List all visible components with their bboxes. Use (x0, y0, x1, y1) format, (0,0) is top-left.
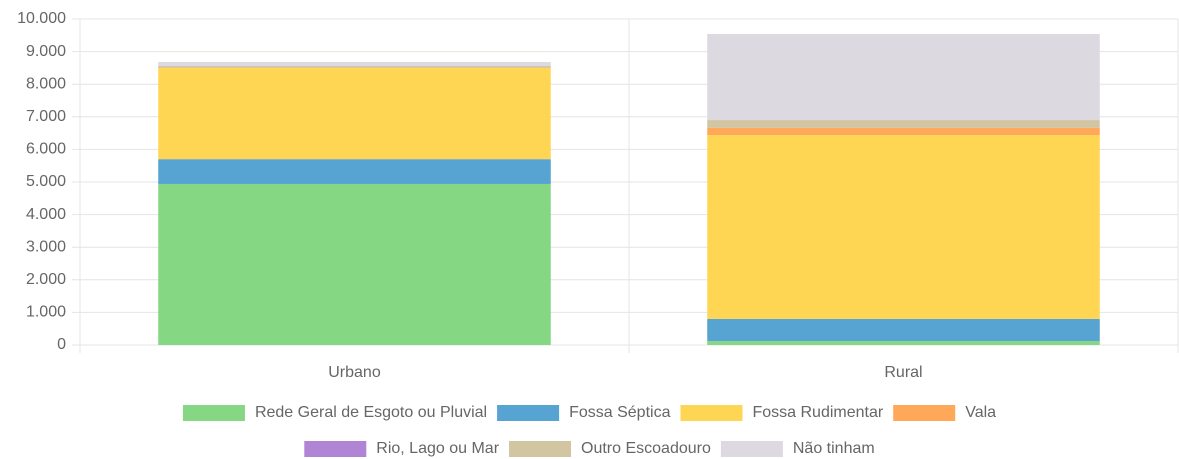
bar-segment (158, 67, 551, 160)
y-tick-label: 4.000 (26, 206, 66, 223)
bar-segment (158, 183, 551, 345)
bar-segment (707, 318, 1100, 342)
bar-segment (158, 159, 551, 184)
bar-segment (707, 33, 1100, 121)
bar-segment (707, 135, 1100, 319)
y-tick-label: 5.000 (26, 173, 66, 190)
bar-segment (707, 120, 1100, 128)
legend-swatch (497, 405, 560, 421)
legend-label: Vala (965, 404, 996, 421)
y-tick-label: 9.000 (26, 43, 66, 60)
legend-swatch (680, 405, 743, 421)
x-tick-label: Rural (884, 364, 922, 381)
legend-label: Fossa Séptica (569, 404, 670, 421)
x-tick-label: Urbano (328, 364, 381, 381)
y-tick-label: 3.000 (26, 238, 66, 255)
bar-segment (707, 341, 1100, 345)
bar-segment (707, 127, 1100, 136)
legend-swatch (304, 441, 367, 457)
legend-swatch (182, 405, 245, 421)
bar-segment (158, 65, 551, 68)
legend-label: Fossa Rudimentar (752, 404, 883, 421)
legend-swatch (720, 441, 783, 457)
y-tick-label: 0 (57, 336, 66, 353)
legend-label: Outro Escoadouro (581, 440, 711, 457)
legend-label: Rio, Lago ou Mar (376, 440, 499, 457)
legend-swatch (509, 441, 572, 457)
legend-label: Não tinham (793, 440, 875, 457)
y-tick-label: 7.000 (26, 108, 66, 125)
y-tick-label: 8.000 (26, 75, 66, 92)
y-tick-label: 2.000 (26, 271, 66, 288)
legend-swatch (893, 405, 956, 421)
legend-label: Rede Geral de Esgoto ou Pluvial (255, 404, 487, 421)
y-tick-label: 1.000 (26, 304, 66, 321)
y-tick-label: 10.000 (17, 10, 66, 27)
y-tick-label: 6.000 (26, 141, 66, 158)
bar-segment (158, 62, 551, 66)
